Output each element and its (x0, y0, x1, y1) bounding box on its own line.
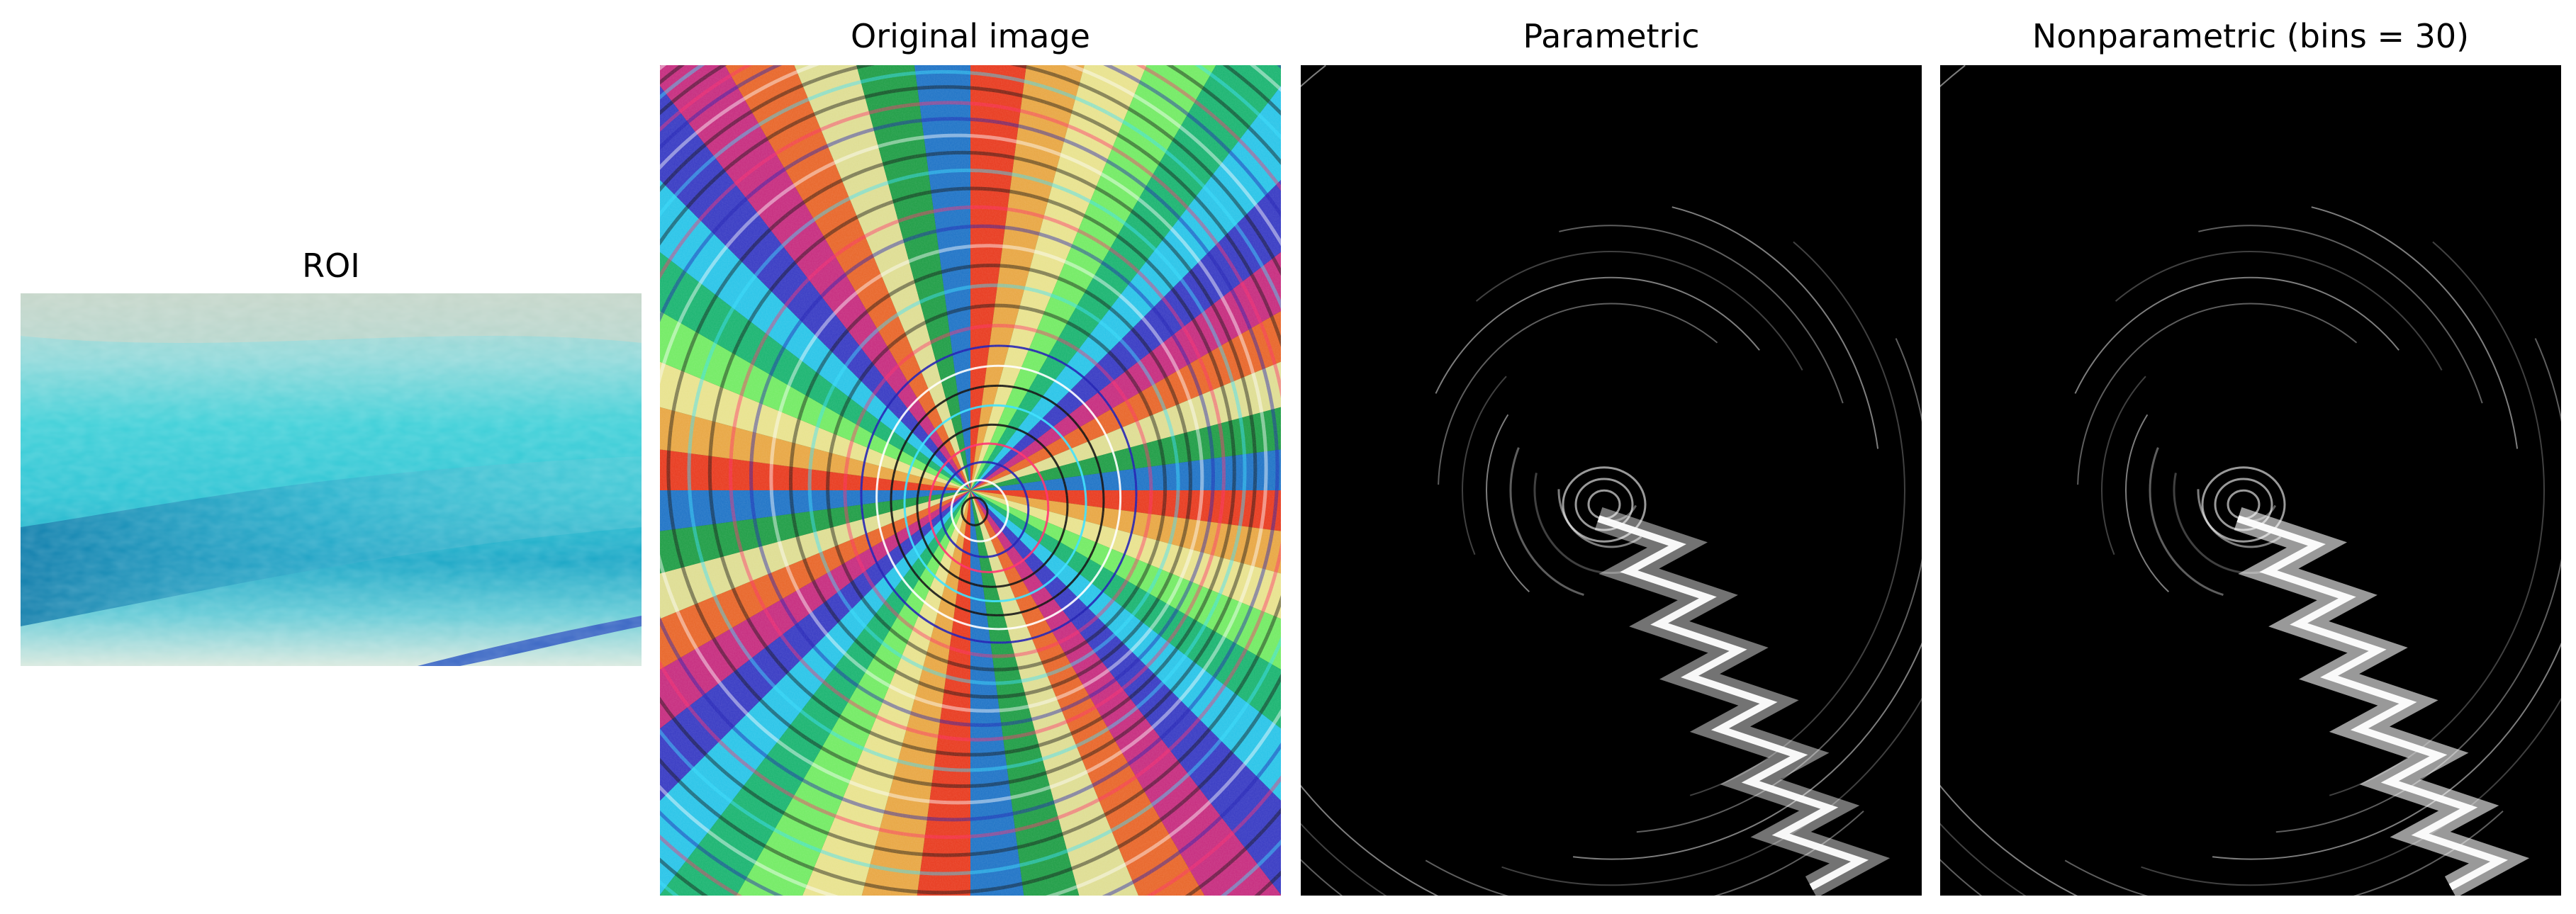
original-image-title: Original image (851, 17, 1090, 55)
nonparametric-backprojection-image (1940, 65, 2561, 896)
roi-image (21, 293, 642, 666)
swirl-image (660, 65, 1281, 896)
parametric-backprojection-image (1301, 65, 1922, 896)
nonparametric-title: Nonparametric (bins = 30) (2032, 17, 2470, 55)
parametric-title: Parametric (1523, 17, 1700, 55)
roi-title: ROI (302, 247, 360, 285)
